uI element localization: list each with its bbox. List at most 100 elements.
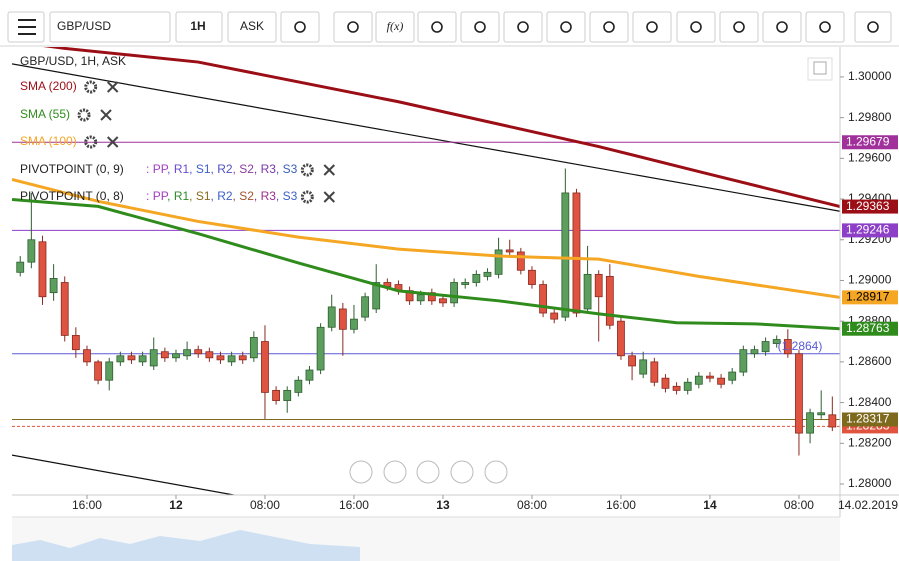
candle-body xyxy=(739,349,748,373)
menu-button[interactable] xyxy=(7,11,45,43)
tool-button[interactable] xyxy=(589,11,629,43)
symbol: GBP/USD xyxy=(57,19,111,33)
candle-body xyxy=(16,261,25,273)
scroll-left[interactable] xyxy=(349,460,373,484)
close-stroke xyxy=(323,164,335,176)
side-button[interactable] xyxy=(227,11,277,43)
x-tick-label: 16:00 xyxy=(606,498,636,512)
x-tick-label: 08:00 xyxy=(517,498,547,512)
candle-body xyxy=(706,375,714,379)
candle-body xyxy=(416,294,425,302)
candle-body xyxy=(461,282,470,285)
pivot-separator: , xyxy=(167,189,174,203)
tool-button[interactable] xyxy=(375,11,415,43)
candle-body xyxy=(116,355,125,363)
legend-entry: SMA (55) xyxy=(20,107,70,121)
zoom-in[interactable] xyxy=(450,460,474,484)
tool-button[interactable] xyxy=(333,11,373,43)
close-icon[interactable] xyxy=(323,164,335,176)
tool-icon xyxy=(431,21,443,33)
plot-area: 1.280001.282001.284001.286001.288001.290… xyxy=(12,47,899,517)
tool-button[interactable] xyxy=(503,11,543,43)
navigator-area xyxy=(12,530,360,561)
candle-body xyxy=(605,275,614,326)
pivot-item: S2 xyxy=(239,189,254,203)
candle-body xyxy=(761,341,770,353)
close-stroke xyxy=(100,109,112,121)
candle-body xyxy=(494,249,503,275)
tool-icon xyxy=(646,21,658,33)
pivot-prefix: : xyxy=(146,162,149,176)
candle-body xyxy=(294,379,303,393)
candle-body xyxy=(728,371,737,381)
pivot-item: R1 xyxy=(174,162,190,176)
tool-button[interactable] xyxy=(762,11,802,43)
close-icon[interactable] xyxy=(100,109,112,121)
tool-icon xyxy=(474,21,486,33)
candle-body xyxy=(683,381,692,391)
x-tick-label: 08:00 xyxy=(250,498,280,512)
trendline xyxy=(12,454,234,495)
candle-body xyxy=(249,337,258,359)
tool-button[interactable] xyxy=(546,11,586,43)
scroll-right[interactable] xyxy=(484,460,508,484)
tool-button[interactable] xyxy=(854,11,892,43)
candle-body xyxy=(361,296,369,318)
close-icon[interactable] xyxy=(323,191,335,203)
tool-icon xyxy=(776,21,788,33)
price-tag xyxy=(842,412,898,427)
close-icon[interactable] xyxy=(106,81,119,93)
candle-body xyxy=(216,355,225,361)
side: ASK xyxy=(240,19,264,33)
reset[interactable] xyxy=(416,460,440,484)
candle-body xyxy=(628,355,636,367)
tool-button[interactable] xyxy=(676,11,716,43)
zoom-out[interactable] xyxy=(383,460,407,484)
tool-button[interactable] xyxy=(805,11,845,43)
candle-body xyxy=(672,385,681,391)
tool-button[interactable] xyxy=(632,11,672,43)
candle-body xyxy=(783,339,792,355)
pivot-separator: , xyxy=(233,189,240,203)
candle-body xyxy=(261,341,269,393)
sma-line xyxy=(12,197,840,331)
settings-icon[interactable] xyxy=(84,80,98,94)
symbol-input[interactable] xyxy=(49,11,171,43)
expand-button[interactable] xyxy=(807,57,833,81)
settings-icon[interactable] xyxy=(77,108,91,122)
candle-body xyxy=(472,273,481,283)
price-tag xyxy=(842,321,898,336)
tool-icon xyxy=(517,21,529,33)
tool-button[interactable] xyxy=(719,11,759,43)
price-tag-label: 1.29363 xyxy=(846,199,890,213)
pivot-separator: , xyxy=(254,189,261,203)
pivot-separator: , xyxy=(189,189,196,203)
y-tick-label: 1.29600 xyxy=(848,151,892,165)
y-tick-label: 1.28200 xyxy=(848,435,892,449)
candle-body xyxy=(561,192,570,318)
pivot-separator: , xyxy=(211,162,218,176)
settings-icon[interactable] xyxy=(300,163,314,177)
settings-icon[interactable] xyxy=(84,135,98,149)
pivot-item: PP xyxy=(153,162,169,176)
close-icon[interactable] xyxy=(106,136,119,148)
timeframe-button[interactable] xyxy=(175,11,223,43)
tool-button[interactable] xyxy=(417,11,457,43)
candle-body xyxy=(372,282,381,310)
tool-button[interactable] xyxy=(460,11,500,43)
pivot-separator: , xyxy=(167,162,174,176)
toolbar-icons xyxy=(280,11,892,43)
pivot-item: PP xyxy=(153,189,169,203)
candle-body xyxy=(272,389,280,401)
pivot-separator: , xyxy=(233,162,240,176)
settings-icon[interactable] xyxy=(300,190,314,204)
tool-button[interactable] xyxy=(280,11,320,43)
candle-body xyxy=(817,412,826,416)
candle-body xyxy=(772,339,781,344)
y-tick-label: 1.28000 xyxy=(848,476,892,490)
candle-body xyxy=(550,312,559,320)
price-tag xyxy=(842,135,898,150)
tool-icon xyxy=(819,21,831,33)
candle-body xyxy=(105,361,114,381)
